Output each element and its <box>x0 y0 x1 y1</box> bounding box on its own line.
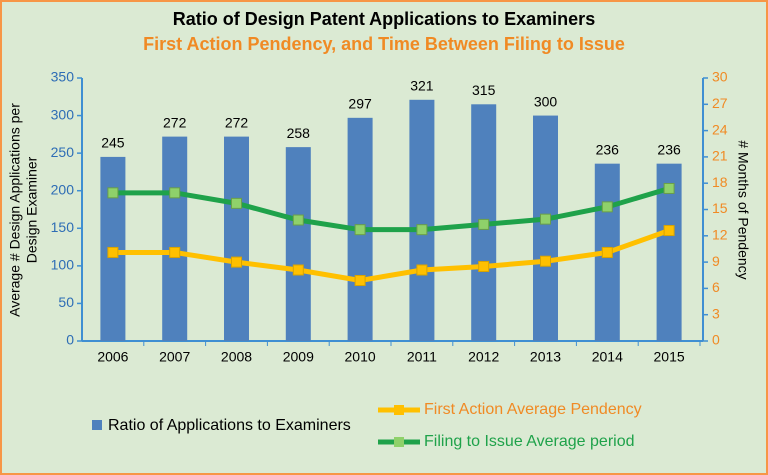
bar-value-label: 297 <box>348 96 372 112</box>
y2-tick-label: 27 <box>712 95 728 111</box>
line-marker <box>601 201 613 213</box>
x-tick-label: 2013 <box>530 349 561 365</box>
line-marker <box>601 246 613 258</box>
bar-value-label: 321 <box>410 77 434 93</box>
bar-value-label: 272 <box>163 114 187 130</box>
x-tick-label: 2012 <box>468 349 499 365</box>
bar-value-label: 236 <box>596 141 620 157</box>
line-marker <box>107 187 119 199</box>
y-axis-label: Average # Design Applications per <box>7 103 23 317</box>
bar <box>285 147 311 341</box>
y-tick-label: 150 <box>51 219 75 235</box>
legend-label: Filing to Issue Average period <box>424 433 635 450</box>
y-tick-label: 350 <box>51 69 75 85</box>
y-tick-label: 300 <box>51 106 75 122</box>
line-marker <box>354 224 366 236</box>
y-tick-label: 0 <box>66 332 74 348</box>
bar <box>162 136 188 341</box>
bar <box>409 99 435 341</box>
line-marker <box>663 225 675 237</box>
y2-tick-label: 30 <box>712 69 728 85</box>
x-tick-label: 2008 <box>221 349 252 365</box>
line-marker <box>478 260 490 272</box>
line-marker <box>540 213 551 225</box>
x-tick-label: 2011 <box>407 349 437 365</box>
line <box>112 186 670 233</box>
line-marker <box>292 214 304 226</box>
legend-swatch <box>394 405 404 415</box>
bar-value-label: 258 <box>287 125 311 141</box>
line-marker <box>292 264 304 276</box>
line-marker <box>354 275 366 287</box>
y2-tick-label: 15 <box>712 200 728 216</box>
bar-value-label: 272 <box>225 114 249 130</box>
line-marker <box>231 256 242 268</box>
x-tick-label: 2009 <box>283 349 314 365</box>
y2-tick-label: 9 <box>712 253 720 269</box>
line-marker <box>663 182 675 194</box>
line-marker <box>416 264 428 276</box>
bar-value-label: 300 <box>534 93 558 109</box>
y-tick-label: 100 <box>51 257 75 273</box>
y2-tick-label: 0 <box>712 332 720 348</box>
legend-swatch <box>394 437 404 447</box>
y2-tick-label: 6 <box>712 279 720 295</box>
legend-label: Ratio of Applications to Examiners <box>108 417 351 434</box>
chart-subtitle: First Action Pendency, and Time Between … <box>143 34 625 54</box>
bar <box>533 115 558 341</box>
y-tick-label: 50 <box>58 294 74 310</box>
y2-tick-label: 18 <box>712 174 728 190</box>
x-tick-label: 2014 <box>592 349 623 365</box>
y2-tick-label: 21 <box>712 148 728 164</box>
line-marker <box>231 197 242 209</box>
legend-label: First Action Average Pendency <box>424 401 642 418</box>
x-tick-label: 2015 <box>654 349 685 365</box>
y-axis-label: Design Examiner <box>24 156 40 263</box>
line-marker <box>478 218 490 230</box>
chart-title: Ratio of Design Patent Applications to E… <box>173 9 595 29</box>
bar-value-label: 245 <box>101 135 125 151</box>
line <box>112 228 670 284</box>
x-tick-label: 2010 <box>345 349 376 365</box>
y2-tick-label: 24 <box>712 121 728 137</box>
x-tick-label: 2007 <box>159 349 190 365</box>
line-marker <box>416 224 428 236</box>
bar-value-label: 315 <box>472 82 496 98</box>
line-marker <box>169 187 181 199</box>
y2-tick-label: 3 <box>712 305 720 321</box>
legend-swatch <box>92 420 102 430</box>
y2-axis-label: # Months of Pendency <box>735 140 751 279</box>
line-marker <box>169 246 181 258</box>
y-tick-label: 250 <box>51 144 75 160</box>
y-tick-label: 200 <box>51 181 75 197</box>
y2-tick-label: 12 <box>712 227 728 243</box>
bar <box>224 136 249 341</box>
x-tick-label: 2006 <box>97 349 128 365</box>
line-marker <box>107 246 119 258</box>
line-marker <box>540 255 551 267</box>
bar-value-label: 236 <box>657 141 681 157</box>
